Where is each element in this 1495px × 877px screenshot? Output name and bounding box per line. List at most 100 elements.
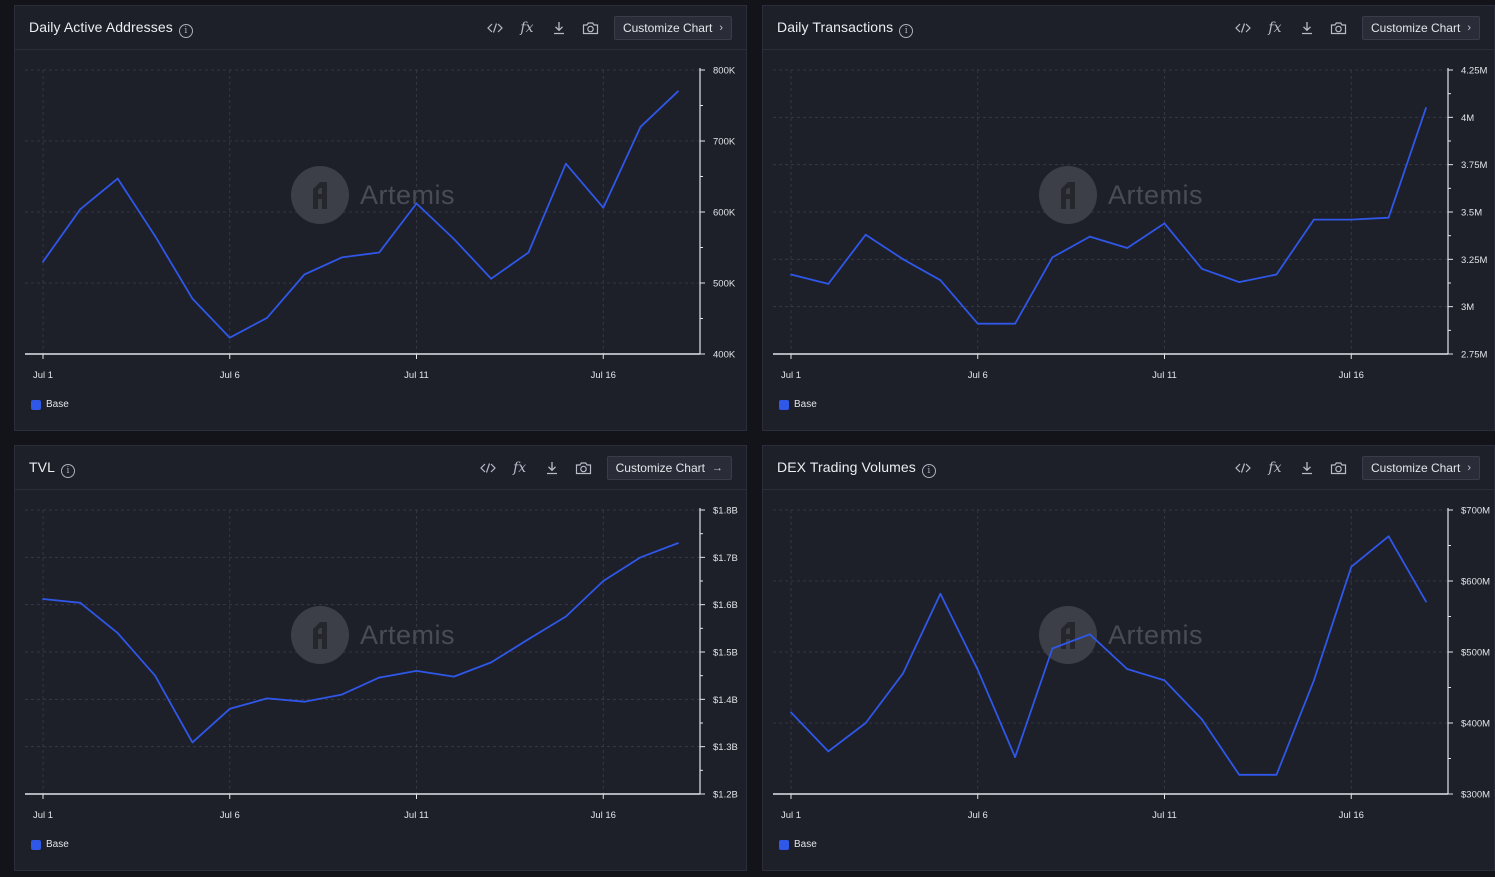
panel-toolbar: fx Customize Chart › xyxy=(484,16,732,40)
data-point xyxy=(1387,216,1390,219)
download-icon[interactable] xyxy=(541,457,563,479)
y-tick-label: 800K xyxy=(713,66,736,77)
data-point xyxy=(42,598,44,600)
data-point xyxy=(1051,256,1054,259)
data-point xyxy=(639,556,642,559)
x-tick-label: Jul 1 xyxy=(33,810,53,820)
panel-title: TVL i xyxy=(29,459,75,478)
legend: Base xyxy=(779,399,817,410)
legend: Base xyxy=(31,399,69,410)
info-icon[interactable]: i xyxy=(899,24,914,38)
x-tick-label: Jul 6 xyxy=(220,370,240,380)
y-tick-label: $700M xyxy=(1461,506,1490,517)
data-point xyxy=(79,601,82,604)
info-icon[interactable]: i xyxy=(178,24,193,38)
data-point xyxy=(1238,281,1241,283)
data-point xyxy=(191,297,194,300)
x-tick-label: Jul 6 xyxy=(220,810,240,820)
data-point xyxy=(1014,322,1016,325)
download-icon[interactable] xyxy=(548,17,570,39)
panel-toolbar: fx Customize Chart › xyxy=(1232,16,1480,40)
y-tick-label: 3.75M xyxy=(1461,160,1487,171)
embed-code-icon[interactable] xyxy=(477,457,499,479)
formula-fx-icon[interactable]: fx xyxy=(513,460,527,476)
data-point xyxy=(1126,668,1129,670)
embed-code-icon[interactable] xyxy=(1232,457,1254,479)
data-point xyxy=(1387,535,1390,538)
y-tick-label: 3M xyxy=(1461,302,1474,313)
data-point xyxy=(1350,218,1353,221)
panel-title: DEX Trading Volumes i xyxy=(777,459,936,478)
data-point xyxy=(378,676,381,679)
data-point xyxy=(565,615,567,618)
data-point xyxy=(42,260,44,263)
x-tick-label: Jul 16 xyxy=(1339,810,1364,820)
data-point xyxy=(490,277,493,280)
customize-chart-button[interactable]: Customize Chart › xyxy=(1361,456,1480,480)
chart-panel-tvl: TVL i fx Customize Chart → Artemis $1.2B $1… xyxy=(14,445,747,871)
embed-code-icon[interactable] xyxy=(484,17,506,39)
data-point xyxy=(191,741,194,744)
data-point xyxy=(1350,565,1353,568)
legend-label[interactable]: Base xyxy=(794,839,817,850)
line-chart: 2.75M 3M 3.25M 3.5M 3.75M 4M 4.25M Jul 1 Jul 6 Ju… xyxy=(773,66,1487,380)
legend-swatch[interactable] xyxy=(31,399,41,410)
data-point xyxy=(1313,218,1315,221)
data-point xyxy=(976,668,979,671)
camera-icon[interactable] xyxy=(1328,17,1350,39)
data-point xyxy=(827,750,830,753)
y-tick-label: 4.25M xyxy=(1461,66,1487,77)
panel-header: TVL i fx Customize Chart → xyxy=(15,446,746,490)
x-tick-label: Jul 1 xyxy=(781,810,801,820)
data-point xyxy=(1238,773,1241,776)
legend-label[interactable]: Base xyxy=(46,839,69,850)
data-point xyxy=(602,580,605,582)
data-point xyxy=(79,208,82,211)
download-icon[interactable] xyxy=(1296,457,1318,479)
series-line-base xyxy=(790,535,1427,776)
panel-title: Daily Transactions i xyxy=(777,19,914,38)
chevron-right-icon: › xyxy=(1467,22,1471,34)
data-point xyxy=(378,251,381,254)
line-chart: 400K 500K 600K 700K 800K Jul 1 Jul 6 Jul 11 Jul … xyxy=(25,66,736,380)
data-point xyxy=(1126,247,1129,249)
customize-chart-button[interactable]: Customize Chart → xyxy=(606,456,732,480)
data-point xyxy=(939,592,942,595)
y-tick-label: 500K xyxy=(713,279,736,290)
data-point xyxy=(228,336,231,339)
series-line-base xyxy=(42,542,679,744)
formula-fx-icon[interactable]: fx xyxy=(1268,20,1282,36)
chevron-right-icon: › xyxy=(719,22,723,34)
download-icon[interactable] xyxy=(1296,17,1318,39)
customize-chart-button[interactable]: Customize Chart › xyxy=(1361,16,1480,40)
camera-icon[interactable] xyxy=(573,457,595,479)
customize-chart-button[interactable]: Customize Chart › xyxy=(613,16,732,40)
panel-toolbar: fx Customize Chart › xyxy=(1232,456,1480,480)
data-point xyxy=(602,206,605,209)
data-point xyxy=(1275,273,1278,276)
data-point xyxy=(1275,773,1278,776)
chart-panel-daily-transactions: Daily Transactions i fx Customize Chart › … xyxy=(762,5,1495,431)
camera-icon[interactable] xyxy=(580,17,602,39)
embed-code-icon[interactable] xyxy=(1232,17,1254,39)
data-point xyxy=(1200,267,1203,270)
data-point xyxy=(565,162,567,165)
y-tick-label: 600K xyxy=(713,208,736,219)
legend-swatch[interactable] xyxy=(779,399,789,410)
data-point xyxy=(228,707,231,710)
data-point xyxy=(864,722,867,724)
legend-swatch[interactable] xyxy=(779,839,789,850)
data-point xyxy=(415,670,418,672)
y-tick-label: $1.3B xyxy=(713,742,738,753)
info-icon[interactable]: i xyxy=(921,464,936,478)
legend-label[interactable]: Base xyxy=(794,399,817,410)
line-chart: $1.2B $1.3B $1.4B $1.5B $1.6B $1.7B $1.8B Jul 1… xyxy=(25,506,738,820)
legend-label[interactable]: Base xyxy=(46,399,69,410)
formula-fx-icon[interactable]: fx xyxy=(1268,460,1282,476)
camera-icon[interactable] xyxy=(1328,457,1350,479)
data-point xyxy=(1051,647,1054,650)
info-icon[interactable]: i xyxy=(60,464,75,478)
legend-swatch[interactable] xyxy=(31,839,41,850)
x-tick-label: Jul 6 xyxy=(968,370,988,380)
formula-fx-icon[interactable]: fx xyxy=(520,20,534,36)
